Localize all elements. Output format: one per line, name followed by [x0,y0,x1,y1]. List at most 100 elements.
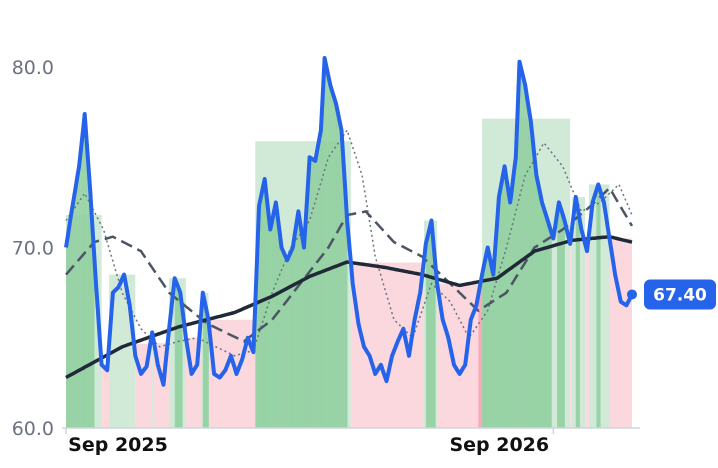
column-up [289,255,292,428]
band-down [585,243,589,428]
column-up [176,287,179,428]
column-up [575,207,579,428]
column-up [92,253,95,428]
column-up [337,121,341,429]
column-up [328,85,331,429]
column-up [506,190,509,428]
column-up [174,283,177,428]
column-up [497,222,500,428]
column-up [279,247,282,428]
column-up [296,223,299,428]
column-up [527,109,530,429]
sma-short-line [65,128,633,357]
column-up [206,319,209,428]
column-up [204,310,207,428]
column-up [493,274,496,428]
column-up [482,274,485,428]
column-up [305,217,309,428]
sma-mid-line [65,186,634,343]
column-up [489,265,492,428]
column-up [274,211,277,428]
band-down [101,364,110,428]
column-up [538,193,541,428]
column-up [427,236,430,428]
last-value-dot [627,289,637,300]
column-up [317,150,320,428]
column-up [80,148,84,428]
column-up [180,307,183,428]
column-up [502,176,505,428]
column-up [257,254,260,428]
column-up [277,232,281,428]
column-up [272,220,275,428]
column-up [343,190,346,428]
column-up [532,157,535,429]
column-up [562,220,565,428]
column-up [339,130,342,429]
column-up [549,232,552,428]
ticks: 80.0 70.0 60.0 Sep 2025 Sep 2026 [12,57,555,456]
column-up [530,139,534,429]
column-up [495,248,498,428]
column-up [266,212,269,428]
column-up [557,214,560,428]
column-up [598,190,601,428]
last-value-label: 67.40 [653,285,707,305]
x-tick-label: Sep 2025 [68,434,168,456]
column-up [66,247,69,428]
column-up [534,175,537,428]
column-up [275,217,279,428]
column-up [577,218,580,428]
column-up [75,188,78,428]
column-up [596,190,599,428]
column-up [178,292,181,428]
y-tick-label: 80.0 [12,57,54,79]
column-up [547,226,550,428]
column-up [512,187,515,428]
column-up [69,223,73,428]
price-line [64,56,634,387]
y-tick-label: 70.0 [12,238,54,260]
column-up [558,208,562,428]
column-down [478,295,481,428]
column-up [560,214,564,428]
band-up [152,332,155,428]
column-up [521,77,524,428]
column-down [480,284,483,428]
series-lines [64,56,634,387]
column-up [542,208,545,428]
column-up [513,172,517,428]
column-up [262,187,266,428]
column-up [335,112,339,429]
column-up [540,202,543,428]
column-up [341,160,344,429]
last-value-badge: 67.40 [627,279,716,310]
column-up [287,260,290,428]
column-up [90,223,93,428]
column-up [71,211,74,428]
column-up [307,187,311,428]
column-up [319,140,322,428]
column-up [260,197,264,428]
column-up [270,229,273,428]
column-up [300,235,303,428]
x-tick-label: Sep 2026 [449,434,549,456]
column-up [315,160,318,428]
column-up [324,67,327,429]
y-tick-label: 60.0 [12,418,54,440]
band-down [570,243,573,428]
column-up [332,97,335,429]
column-up [433,262,436,428]
column-up [73,200,76,428]
column-up [515,157,519,429]
column-up [330,91,333,429]
column-up [322,94,326,429]
last-value-badge-bg [644,279,716,310]
column-up [425,243,429,428]
column-up [543,214,547,428]
column-up [528,121,532,429]
column-up [202,301,206,428]
column-up [313,160,316,428]
